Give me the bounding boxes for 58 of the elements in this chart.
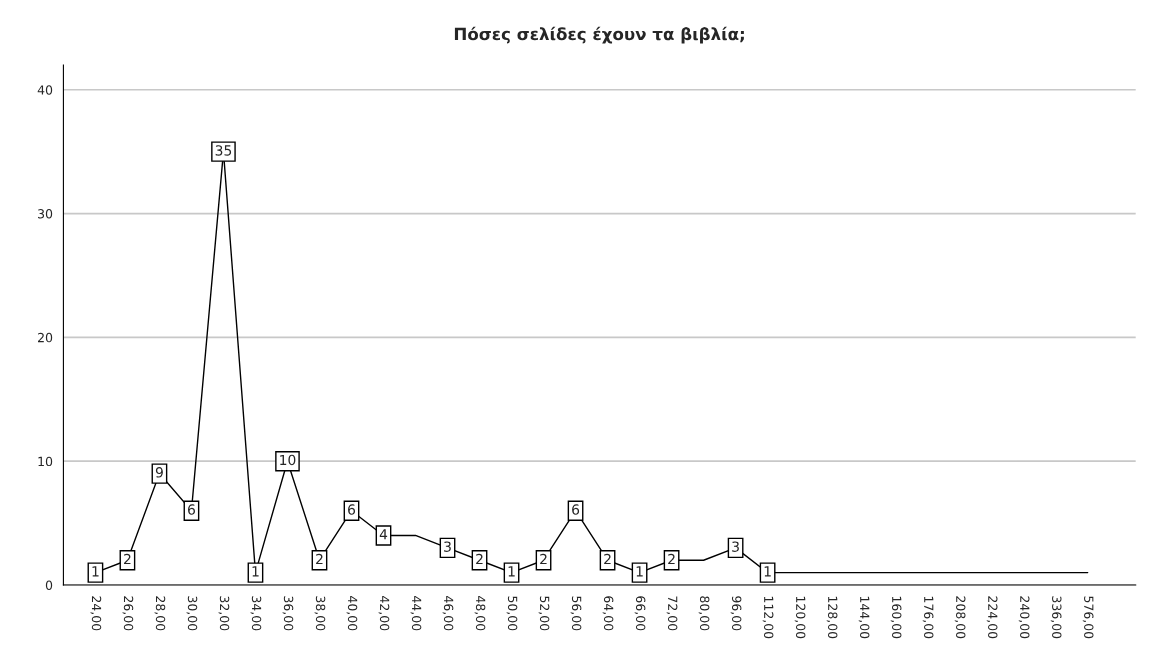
x-tick-label: 240,00 <box>1018 596 1030 639</box>
data-label: 2 <box>604 553 611 565</box>
data-label: 6 <box>348 504 356 515</box>
data-label: 3 <box>444 541 451 552</box>
x-tick-label: 42,00 <box>378 596 390 631</box>
y-tick-label: 30 <box>38 209 53 219</box>
x-tick-label: 80,00 <box>698 596 710 631</box>
x-tick-label: 44,00 <box>410 596 422 631</box>
x-tick-label: 52,00 <box>538 596 550 631</box>
x-tick-label: 32,00 <box>218 596 230 631</box>
data-label: 1 <box>252 566 259 577</box>
x-tick-label: 28,00 <box>154 596 166 631</box>
y-tick-label: 10 <box>38 456 53 467</box>
x-tick-label: 72,00 <box>666 596 678 631</box>
x-tick-label: 24,00 <box>90 596 102 631</box>
x-tick-label: 208,00 <box>954 596 966 639</box>
x-tick-label: 128,00 <box>826 596 838 639</box>
x-tick-label: 66,00 <box>634 596 646 631</box>
x-tick-label: 26,00 <box>122 596 134 631</box>
data-label: 2 <box>124 553 131 565</box>
y-tick-label: 0 <box>45 580 53 590</box>
chart-title: Πόσες σελίδες έχουν τα βιβλία; <box>454 26 744 44</box>
data-label: 3 <box>732 541 739 552</box>
x-tick-label: 144,00 <box>858 596 870 639</box>
data-label: 6 <box>572 504 580 515</box>
data-label: 1 <box>508 566 515 577</box>
x-tick-label: 112,00 <box>762 596 774 639</box>
x-tick-label: 160,00 <box>890 596 902 639</box>
data-label: 4 <box>379 529 388 540</box>
x-tick-label: 56,00 <box>570 596 582 631</box>
data-label: 1 <box>636 566 643 577</box>
y-tick-label: 40 <box>37 85 53 95</box>
x-tick-label: 176,00 <box>922 596 934 639</box>
x-tick-label: 48,00 <box>474 596 486 631</box>
x-tick-label: 36,00 <box>282 596 294 631</box>
data-label: 6 <box>188 504 195 515</box>
data-label: 1 <box>92 566 99 577</box>
data-label: 1 <box>764 566 771 577</box>
data-label: 2 <box>476 553 483 565</box>
x-tick-label: 46,00 <box>442 596 454 631</box>
x-tick-label: 64,00 <box>602 596 614 631</box>
data-label: 2 <box>316 553 323 565</box>
data-label: 2 <box>540 553 547 565</box>
x-tick-label: 34,00 <box>250 596 262 631</box>
data-label: 2 <box>668 553 675 565</box>
x-tick-label: 224,00 <box>986 596 998 639</box>
data-label: 35 <box>215 145 232 156</box>
data-label: 10 <box>280 454 296 466</box>
x-tick-label: 50,00 <box>506 596 518 631</box>
x-tick-label: 336,00 <box>1050 596 1062 639</box>
x-tick-label: 40,00 <box>346 596 358 631</box>
x-tick-label: 576,00 <box>1082 596 1094 639</box>
x-tick-label: 120,00 <box>794 596 806 639</box>
y-tick-label: 20 <box>38 332 53 343</box>
x-tick-label: 30,00 <box>186 596 198 631</box>
data-label: 9 <box>155 467 163 478</box>
x-tick-label: 38,00 <box>314 596 326 631</box>
x-tick-label: 96,00 <box>730 596 742 631</box>
